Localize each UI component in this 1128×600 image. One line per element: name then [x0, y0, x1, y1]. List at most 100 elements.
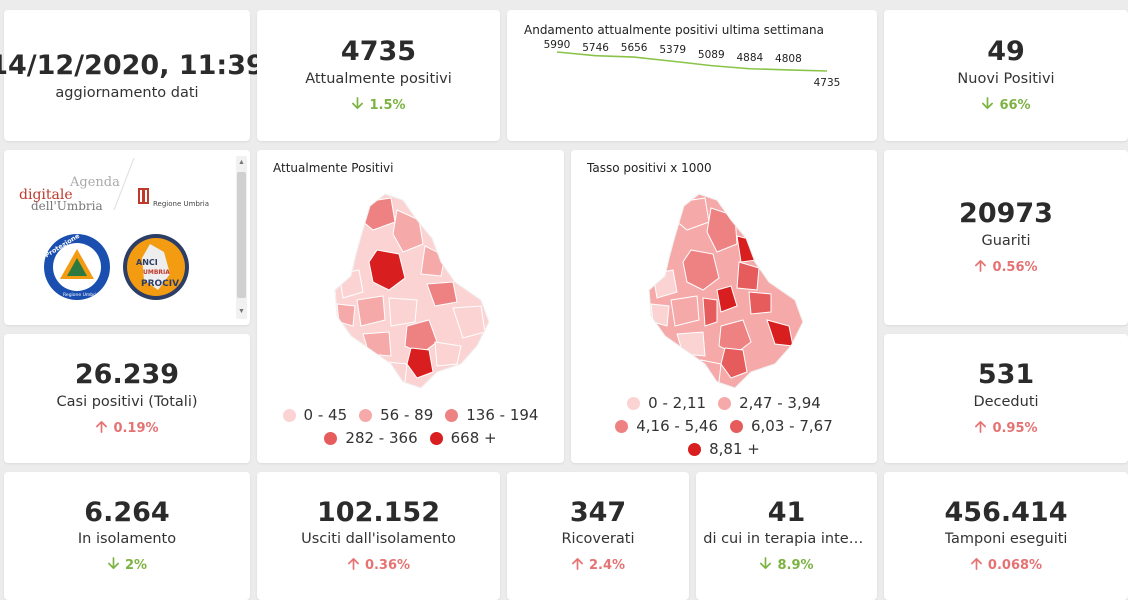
kpi-delta-value: 0.95%: [992, 420, 1038, 436]
trend-point-label: 4884: [736, 52, 763, 64]
legend-item[interactable]: 0 - 2,11: [627, 393, 706, 414]
legend-row: 0 - 2,11 2,47 - 3,94: [571, 393, 877, 416]
arrow-up-icon: [347, 557, 360, 574]
legend-label: 0 - 2,11: [648, 394, 707, 412]
kpi-delta-value: 2.4%: [588, 558, 626, 574]
anci-line1: ANCI: [136, 258, 158, 267]
ricoverati-card: 347 Ricoverati 2.4%: [507, 472, 689, 600]
kpi-label: Usciti dall'isolamento: [301, 531, 456, 548]
arrow-down-icon: [107, 557, 120, 574]
umbria-map-tasso[interactable]: [571, 150, 877, 390]
trend-point-label: 5089: [698, 49, 725, 61]
kpi-label: Attualmente positivi: [305, 70, 452, 87]
kpi-delta: 0.068%: [970, 557, 1042, 574]
kpi-value: 49: [987, 36, 1025, 68]
logos-scrollbar[interactable]: ▲ ▼: [236, 156, 247, 319]
agenda-line3: dell'Umbria: [31, 199, 103, 213]
legend-item[interactable]: 56 - 89: [359, 405, 433, 426]
casi-totali-card: 26.239 Casi positivi (Totali) 0.19%: [4, 334, 250, 463]
kpi-delta-value: 66%: [999, 97, 1031, 113]
trend-point-label: 5746: [582, 42, 609, 54]
trend-line: [556, 51, 828, 72]
legend-dot-icon: [730, 420, 743, 433]
legend-item[interactable]: 6,03 - 7,67: [730, 416, 833, 437]
legend-item[interactable]: 668 +: [429, 428, 497, 449]
arrow-up-icon: [974, 420, 987, 437]
map-positivi-title: Attualmente Positivi: [273, 161, 394, 175]
usciti-card: 102.152 Usciti dall'isolamento 0.36%: [257, 472, 500, 600]
agenda-digitale-logo[interactable]: Agenda digitale dell'Umbria: [19, 175, 120, 213]
scroll-up-icon[interactable]: ▲: [238, 159, 245, 166]
kpi-value: 41: [767, 496, 806, 528]
legend-label: 56 - 89: [380, 406, 434, 424]
legend-row: 8,81 +: [571, 439, 877, 462]
logos-card[interactable]: Agenda digitale dell'Umbria Regione Umbr…: [4, 150, 250, 325]
protezione-civile-logo[interactable]: Protezione Civile Regione Umbria: [43, 220, 110, 300]
umbria-map-positivi[interactable]: [257, 150, 564, 400]
deceduti-card: 531 Deceduti 0.95%: [884, 334, 1128, 463]
legend-item[interactable]: 282 - 366: [324, 428, 418, 449]
legend-dot-icon: [615, 420, 629, 433]
kpi-delta-value: 0.068%: [987, 558, 1043, 574]
kpi-label: Deceduti: [973, 393, 1039, 410]
scroll-down-icon[interactable]: ▼: [238, 308, 245, 315]
legend-row: 4,16 - 5,46 6,03 - 7,67: [571, 416, 877, 439]
regione-umbria-logo[interactable]: Regione Umbria: [138, 188, 209, 208]
kpi-label: di cui in terapia intensiva: [703, 531, 870, 548]
legend-label: 6,03 - 7,67: [751, 417, 833, 435]
logos-panel: Agenda digitale dell'Umbria Regione Umbr…: [19, 157, 209, 300]
kpi-value: 6.264: [84, 496, 170, 528]
legend-item[interactable]: 136 - 194: [445, 405, 538, 426]
trend-point-label: 5990: [544, 39, 571, 51]
trend-title: Andamento attualmente positivi ultima se…: [524, 23, 825, 37]
legend-item[interactable]: 0 - 45: [282, 405, 348, 426]
legend-row: 282 - 366 668 +: [257, 428, 564, 451]
kpi-delta: 66%: [981, 96, 1031, 114]
kpi-delta: 0.36%: [347, 557, 410, 574]
update-card: 14/12/2020, 11:39 aggiornamento dati: [0, 10, 265, 141]
trend-chart: 5990 5746 5656 5379 5089 4884 4808 4735: [544, 39, 841, 89]
kpi-delta-value: 0.19%: [113, 420, 159, 436]
legend-label: 8,81 +: [709, 440, 760, 458]
legend-label: 4,16 - 5,46: [636, 417, 718, 435]
legend-item[interactable]: 8,81 +: [688, 439, 760, 460]
kpi-label: Tamponi eseguiti: [944, 531, 1068, 548]
legend-label: 2,47 - 3,94: [739, 394, 821, 412]
map-tasso-card: Tasso positivi x 1000 0 - 2: [571, 150, 877, 463]
kpi-value: 456.414: [944, 496, 1068, 528]
arrow-up-icon: [571, 557, 584, 574]
legend-dot-icon: [627, 397, 641, 410]
arrow-up-icon: [95, 420, 108, 437]
kpi-label: Ricoverati: [561, 531, 635, 548]
legend-label: 0 - 45: [303, 406, 348, 424]
isolamento-card: 6.264 In isolamento 2%: [4, 472, 250, 600]
update-datetime: 14/12/2020, 11:39: [0, 50, 265, 81]
kpi-delta: 1.5%: [351, 96, 406, 114]
agenda-line2: digitale: [19, 187, 73, 203]
trend-point-label: 4808: [775, 53, 802, 65]
kpi-delta: 8.9%: [759, 557, 814, 574]
kpi-label: Casi positivi (Totali): [56, 393, 198, 410]
arrow-down-icon: [351, 96, 364, 114]
tamponi-card: 456.414 Tamponi eseguiti 0.068%: [884, 472, 1128, 600]
trend-point-label: 4735: [814, 77, 841, 89]
legend-dot-icon: [282, 409, 296, 422]
legend-dot-icon: [718, 397, 732, 410]
arrow-up-icon: [974, 259, 987, 276]
nuovi-positivi-card: 49 Nuovi Positivi 66%: [884, 10, 1128, 141]
trend-point-label: 5656: [621, 42, 648, 54]
anci-umbria-prociv-logo[interactable]: ANCI UMBRIA PROCIV: [123, 234, 189, 300]
legend-item[interactable]: 2,47 - 3,94: [718, 393, 821, 414]
terapia-card: 41 di cui in terapia intensiva 8.9%: [696, 472, 877, 600]
legend-dot-icon: [324, 432, 338, 445]
kpi-value: 4735: [340, 36, 417, 68]
kpi-delta: 2%: [107, 557, 147, 574]
trend-card: Andamento attualmente positivi ultima se…: [507, 10, 877, 141]
map-tasso-title: Tasso positivi x 1000: [587, 161, 712, 175]
protezione-sub-label: Regione Umbria: [63, 292, 99, 298]
anci-line2: UMBRIA: [143, 269, 170, 276]
scroll-thumb[interactable]: [237, 172, 246, 298]
kpi-delta-value: 0.36%: [364, 558, 411, 574]
legend-item[interactable]: 4,16 - 5,46: [615, 416, 718, 437]
kpi-delta: 0.95%: [974, 420, 1038, 437]
